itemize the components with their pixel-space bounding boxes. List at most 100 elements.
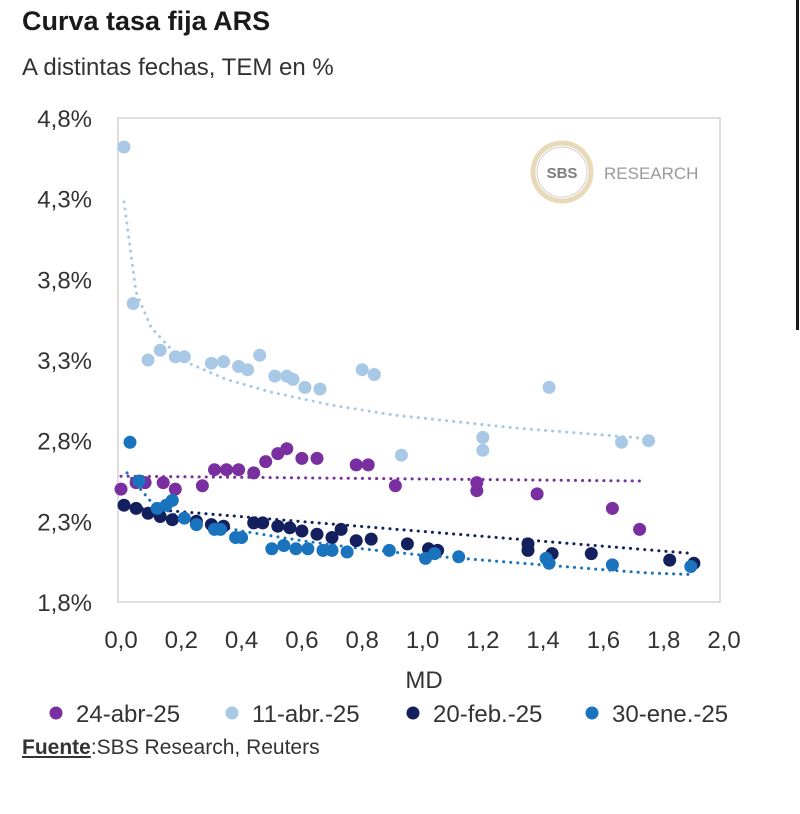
data-point	[382, 543, 396, 557]
y-axis-ticks: 1,8% 2,3% 2,8% 3,3% 3,8% 4,3% 4,8%	[37, 106, 92, 617]
legend-marker	[585, 706, 599, 720]
data-point	[114, 482, 128, 496]
legend-label: 11-abr.-25	[252, 701, 360, 728]
data-point	[355, 363, 369, 377]
data-point	[195, 479, 209, 493]
data-point	[605, 501, 619, 515]
data-point	[156, 476, 170, 490]
data-point	[521, 543, 535, 557]
data-point	[235, 531, 249, 544]
data-point	[663, 553, 677, 567]
x-tick-label: 2,0	[707, 627, 740, 654]
data-point	[204, 356, 218, 370]
data-point	[334, 522, 348, 536]
data-point	[470, 484, 484, 498]
x-tick-label: 1,2	[466, 627, 499, 654]
data-point	[316, 543, 330, 557]
source-label: Fuente	[22, 736, 91, 759]
watermark-logo-inner	[536, 146, 588, 198]
data-point	[177, 350, 191, 364]
legend-label: 30-ene.-25	[612, 701, 728, 728]
data-point	[340, 545, 354, 559]
x-tick-label: 1,6	[587, 627, 620, 654]
data-point	[153, 343, 167, 357]
data-point	[361, 458, 375, 472]
x-tick-label: 0,2	[165, 627, 198, 654]
y-tick-label: 1,8%	[37, 590, 92, 617]
data-point	[165, 493, 179, 507]
data-point	[295, 524, 309, 538]
data-point	[605, 558, 619, 572]
data-point	[310, 527, 324, 541]
data-point	[247, 466, 261, 480]
data-point	[325, 543, 339, 557]
data-point	[265, 542, 279, 556]
data-point	[271, 519, 285, 533]
data-point	[298, 380, 312, 394]
x-tick-label: 0,8	[346, 627, 379, 654]
data-point	[364, 532, 378, 546]
y-tick-label: 3,8%	[37, 267, 92, 294]
plot-area-frame	[117, 117, 721, 603]
data-point	[129, 501, 143, 515]
legend-marker	[49, 706, 63, 720]
legend-marker	[225, 706, 239, 720]
data-point	[313, 382, 327, 396]
data-point	[428, 547, 442, 561]
watermark-logo-text: SBS	[547, 165, 578, 182]
data-point	[295, 451, 309, 465]
data-point	[132, 474, 146, 488]
y-tick-label: 4,3%	[37, 187, 92, 214]
chart-title: Curva tasa fija ARS	[22, 6, 271, 36]
data-point	[280, 442, 294, 456]
watermark-logo-ring	[530, 140, 594, 204]
data-point	[286, 372, 300, 386]
data-point	[165, 513, 179, 527]
y-tick-label: 2,8%	[37, 429, 92, 456]
data-point	[684, 560, 698, 573]
data-point	[615, 435, 628, 449]
data-point	[141, 353, 155, 367]
legend-marker	[406, 706, 420, 720]
data-point	[349, 458, 363, 472]
data-point	[217, 355, 230, 369]
x-tick-label: 1,4	[526, 627, 559, 654]
data-point	[126, 297, 140, 310]
data-point	[268, 369, 282, 383]
data-point	[208, 463, 221, 477]
data-point	[232, 463, 246, 477]
x-tick-label: 0,0	[104, 627, 137, 654]
data-point	[277, 539, 291, 552]
data-points	[114, 140, 701, 573]
data-point	[394, 448, 408, 462]
edge-divider	[796, 0, 799, 330]
data-point	[123, 435, 137, 449]
x-tick-label: 0,4	[225, 627, 258, 654]
y-tick-label: 2,3%	[37, 509, 92, 536]
data-point	[367, 368, 381, 381]
data-point	[283, 521, 297, 535]
data-point	[542, 380, 556, 394]
source-text: :SBS Research, Reuters	[90, 736, 320, 759]
data-point	[256, 516, 270, 530]
data-point	[542, 556, 556, 570]
watermark: SBS RESEARCH	[530, 140, 698, 204]
data-point	[253, 348, 267, 362]
data-point	[388, 479, 402, 493]
trend-line	[122, 200, 651, 441]
legend-label: 20-feb.-25	[433, 701, 542, 728]
data-point	[247, 516, 261, 530]
chart-subtitle: A distintas fechas, TEM en %	[22, 54, 334, 81]
data-point	[400, 537, 414, 551]
data-point	[584, 547, 598, 561]
data-point	[177, 511, 191, 525]
trend-lines	[119, 200, 696, 577]
data-point	[325, 531, 339, 544]
data-point	[117, 498, 131, 512]
data-point	[117, 140, 131, 154]
data-point	[189, 518, 203, 532]
data-point	[476, 443, 490, 457]
x-tick-label: 0,6	[285, 627, 318, 654]
data-point	[214, 522, 227, 536]
